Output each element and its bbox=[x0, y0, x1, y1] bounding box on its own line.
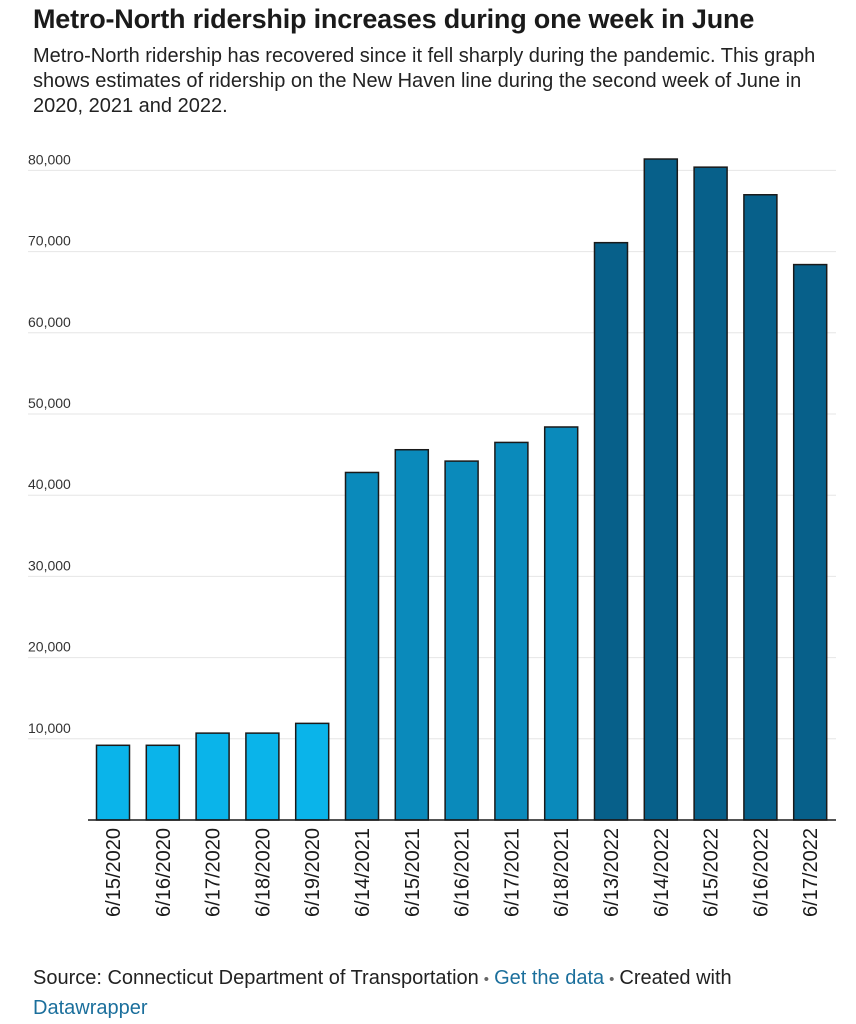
x-tick-label: 6/17/2022 bbox=[800, 828, 822, 917]
bar bbox=[543, 426, 579, 821]
bar bbox=[245, 732, 280, 821]
bar bbox=[444, 460, 479, 821]
bar bbox=[195, 732, 230, 821]
datawrapper-link[interactable]: Datawrapper bbox=[33, 997, 148, 1019]
chart-subtitle: Metro-North ridership has recovered sinc… bbox=[33, 45, 816, 117]
separator-dot: • bbox=[483, 971, 490, 988]
bar bbox=[643, 158, 679, 821]
gridlines bbox=[28, 169, 836, 740]
bar bbox=[294, 722, 330, 821]
bars bbox=[95, 158, 828, 821]
y-tick-label: 50,000 bbox=[28, 395, 71, 411]
x-tick-label: 6/17/2021 bbox=[501, 828, 523, 917]
x-tick-label: 6/18/2021 bbox=[551, 828, 573, 917]
y-tick-label: 80,000 bbox=[28, 151, 71, 167]
bar bbox=[145, 744, 181, 821]
source-text: Source: Connecticut Department of Transp… bbox=[33, 967, 479, 989]
x-tick-label: 6/16/2020 bbox=[153, 828, 175, 917]
bar bbox=[494, 441, 529, 821]
bar bbox=[95, 744, 131, 821]
chart-title: Metro-North ridership increases during o… bbox=[33, 4, 755, 34]
y-tick-label: 40,000 bbox=[28, 476, 71, 492]
x-tick-label: 6/18/2020 bbox=[252, 828, 274, 917]
created-with-text: Created with bbox=[619, 967, 732, 989]
separator-dot: • bbox=[609, 971, 615, 988]
y-tick-label: 10,000 bbox=[28, 720, 71, 736]
x-tick-label: 6/14/2022 bbox=[651, 828, 673, 917]
bar bbox=[394, 448, 430, 821]
x-tick-label: 6/15/2021 bbox=[402, 828, 424, 917]
y-axis-tick-labels: 10,000 20,000 30,000 40,000 50,000 60,000 70,0… bbox=[28, 151, 71, 735]
bar bbox=[593, 241, 629, 821]
x-tick-label: 6/17/2020 bbox=[203, 828, 225, 917]
bar bbox=[344, 471, 380, 821]
bar bbox=[792, 263, 828, 821]
bar-chart: 10,000 20,000 30,000 40,000 50,000 60,000 70,0… bbox=[28, 151, 836, 917]
y-tick-label: 60,000 bbox=[28, 314, 71, 330]
x-tick-label: 6/15/2022 bbox=[701, 828, 723, 917]
y-tick-label: 30,000 bbox=[28, 557, 71, 573]
x-tick-label: 6/14/2021 bbox=[352, 828, 374, 917]
bar bbox=[743, 194, 778, 821]
x-tick-label: 6/15/2020 bbox=[103, 828, 125, 917]
y-tick-label: 70,000 bbox=[28, 233, 71, 249]
get-the-data-link[interactable]: Get the data bbox=[494, 967, 605, 989]
x-axis-tick-labels: 6/15/2020 6/16/2020 6/17/2020 6/18/2020 6/19… bbox=[103, 828, 822, 917]
bar bbox=[693, 166, 728, 821]
x-tick-label: 6/16/2021 bbox=[452, 828, 474, 917]
y-tick-label: 20,000 bbox=[28, 639, 71, 655]
footer: Source: Connecticut Department of Transp… bbox=[33, 964, 843, 1022]
x-tick-label: 6/16/2022 bbox=[750, 828, 772, 917]
x-tick-label: 6/13/2022 bbox=[601, 828, 623, 917]
x-tick-label: 6/19/2020 bbox=[302, 828, 324, 917]
